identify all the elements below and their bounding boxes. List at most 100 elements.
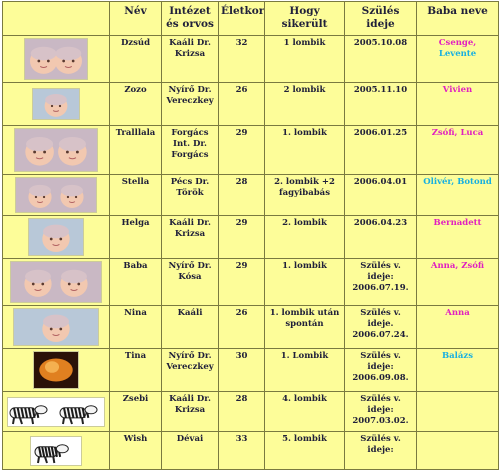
- baby-photo-icon: [28, 218, 84, 256]
- photo-cell: [2, 305, 110, 349]
- cell-how: 1 lombik: [264, 35, 345, 83]
- table-row: Zozo Nyírő Dr. Vereczkey 26 2 lombik 2005.11…: [2, 82, 499, 126]
- baby-name: Olivér, Botond: [423, 177, 492, 187]
- cell-baby: [416, 391, 499, 432]
- cell-due: 2005.11.10: [344, 82, 417, 126]
- cell-age: 32: [218, 35, 265, 83]
- cell-how: 2 lombik: [264, 82, 345, 126]
- cell-baby: Olivér, Botond: [416, 174, 499, 216]
- cell-institute: Dévai: [161, 431, 219, 470]
- header-institute: Intézet és orvos: [161, 1, 219, 36]
- cell-name: Dzsúd: [109, 35, 162, 83]
- cell-baby: Csenge, Levente: [416, 35, 499, 83]
- cell-baby: Zsófi, Luca: [416, 125, 499, 175]
- cell-institute: Forgács Int. Dr. Forgács: [161, 125, 219, 175]
- cell-how: 1. lombik: [264, 258, 345, 306]
- header-row: Név Intézet és orvos Életkor Hogy sikerü…: [2, 1, 499, 36]
- table-row: Tralllala Forgács Int. Dr. Forgács 29 1. lo…: [2, 125, 499, 175]
- cell-baby: Anna, Zsófi: [416, 258, 499, 306]
- baby-name: Levente: [438, 49, 477, 59]
- table-row: Baba Nyírő Dr. Kósa 29 1. lombik Szülés v. i…: [2, 258, 499, 306]
- photo-cell: [2, 391, 110, 432]
- cell-how: 5. lombik: [264, 431, 345, 470]
- cell-name: Stella: [109, 174, 162, 216]
- baby-name: Anna, Zsófi: [430, 261, 485, 271]
- cell-due: Szülés v. ideje: 2007.03.02.: [344, 391, 417, 432]
- header-how: Hogy sikerült: [264, 1, 345, 36]
- cell-how: 4. lombik: [264, 391, 345, 432]
- cell-how: 1. lombik után spontán: [264, 305, 345, 349]
- photo-cell: [2, 348, 110, 392]
- photo-cell: [2, 82, 110, 126]
- cell-name: Nina: [109, 305, 162, 349]
- cell-institute: Nyírő Dr. Vereczkey: [161, 82, 219, 126]
- cell-age: 30: [218, 348, 265, 392]
- cell-name: Zozo: [109, 82, 162, 126]
- baby-photo-icon: [15, 177, 97, 213]
- cell-baby: Balázs: [416, 348, 499, 392]
- zebra-icon: [7, 396, 105, 427]
- baby-name: Anna: [445, 308, 470, 318]
- table-row: Helga Kaáli Dr. Krizsa 29 2. lombik 2006.04.…: [2, 215, 499, 259]
- cell-how: 2. lombik +2 fagyibabás: [264, 174, 345, 216]
- zebra-icon: [30, 435, 82, 466]
- cell-baby: Anna: [416, 305, 499, 349]
- baby-name: ,: [473, 38, 477, 48]
- cell-how: 1. Lombik: [264, 348, 345, 392]
- cell-due: 2006.01.25: [344, 125, 417, 175]
- cell-due: 2005.10.08: [344, 35, 417, 83]
- baby-name: Bernadett: [433, 218, 482, 228]
- cell-due: Szülés v. ideje: 2006.09.08.: [344, 348, 417, 392]
- baby-photo-icon: [13, 308, 99, 346]
- photo-cell: [2, 125, 110, 175]
- cell-institute: Kaáli Dr. Krizsa: [161, 391, 219, 432]
- cell-age: 26: [218, 82, 265, 126]
- table-row: Nina Kaáli 26 1. lombik után spontán Szülés …: [2, 305, 499, 349]
- cell-due: 2006.04.23: [344, 215, 417, 259]
- cell-age: 28: [218, 391, 265, 432]
- ultrasound-icon: [33, 351, 79, 389]
- cell-institute: Pécs Dr. Török: [161, 174, 219, 216]
- cell-name: Tralllala: [109, 125, 162, 175]
- cell-age: 28: [218, 174, 265, 216]
- cell-institute: Nyírő Dr. Kósa: [161, 258, 219, 306]
- baby-photo-icon: [10, 261, 102, 303]
- photo-cell: [2, 35, 110, 83]
- table-row: Tina Nyírő Dr. Vereczkey 30 1. Lombik Szülés…: [2, 348, 499, 392]
- header-name: Név: [109, 1, 162, 36]
- table-row: Zsebi Kaáli Dr. Krizsa 28 4. lombik Szülés v…: [2, 391, 499, 432]
- cell-name: Zsebi: [109, 391, 162, 432]
- photo-cell: [2, 174, 110, 216]
- cell-institute: Kaáli Dr. Krizsa: [161, 215, 219, 259]
- cell-name: Wish: [109, 431, 162, 470]
- cell-baby: [416, 431, 499, 470]
- photo-cell: [2, 258, 110, 306]
- baby-name: Csenge: [438, 38, 474, 48]
- cell-due: Szülés v. ideje: 2006.07.19.: [344, 258, 417, 306]
- baby-photo-icon: [32, 88, 80, 120]
- baby-name: Zsófi, Luca: [431, 128, 484, 138]
- baby-name: Balázs: [441, 351, 474, 361]
- photo-cell: [2, 431, 110, 470]
- cell-due: 2006.04.01: [344, 174, 417, 216]
- cell-due: Szülés v. ideje. 2006.07.24.: [344, 305, 417, 349]
- cell-how: 1. lombik: [264, 125, 345, 175]
- table-row: Wish Dévai 33 5. lombik Szülés v. ideje:: [2, 431, 499, 470]
- cell-baby: Bernadett: [416, 215, 499, 259]
- cell-institute: Nyírő Dr. Vereczkey: [161, 348, 219, 392]
- cell-due: Szülés v. ideje:: [344, 431, 417, 470]
- cell-institute: Kaáli Dr. Krizsa: [161, 35, 219, 83]
- baby-photo-icon: [24, 38, 88, 80]
- baby-name: Vivien: [442, 85, 473, 95]
- header-age: Életkor: [218, 1, 265, 36]
- cell-age: 29: [218, 258, 265, 306]
- baby-photo-icon: [14, 128, 98, 172]
- cell-institute: Kaáli: [161, 305, 219, 349]
- header-baby: Baba neve: [416, 1, 499, 36]
- table-row: Stella Pécs Dr. Török 28 2. lombik +2 fagyi…: [2, 174, 499, 216]
- cell-age: 29: [218, 215, 265, 259]
- cell-how: 2. lombik: [264, 215, 345, 259]
- cell-age: 26: [218, 305, 265, 349]
- table-row: Dzsúd Kaáli Dr. Krizsa 32 1 lombik 2005.10.0…: [2, 35, 499, 83]
